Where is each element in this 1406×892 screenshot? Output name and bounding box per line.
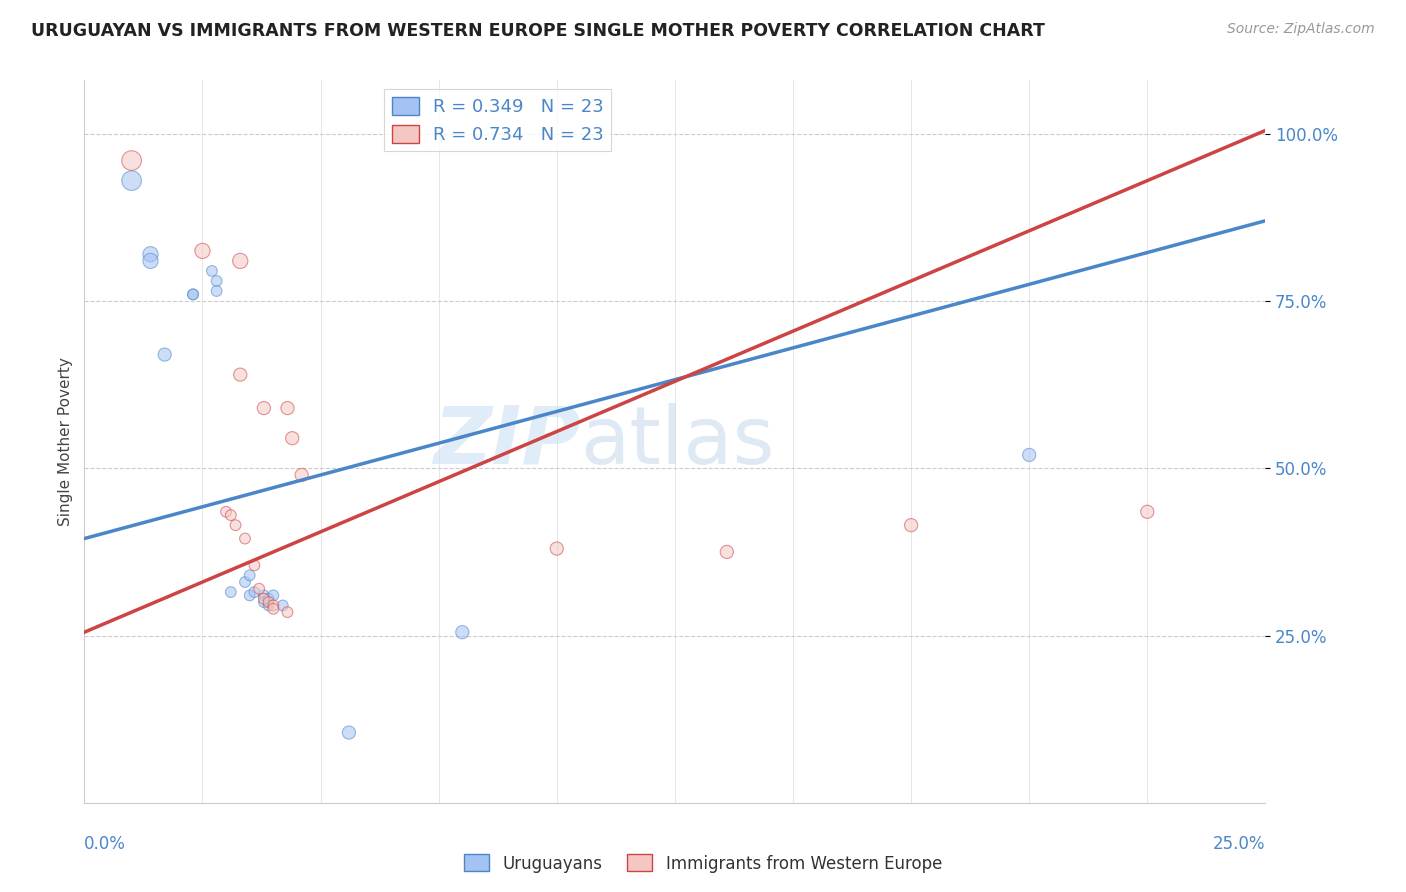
Point bbox=[243, 558, 266, 573]
Point bbox=[229, 254, 252, 268]
Point bbox=[257, 595, 280, 609]
Point bbox=[201, 264, 224, 278]
Point bbox=[219, 585, 242, 599]
Point bbox=[1136, 505, 1159, 519]
Point bbox=[276, 401, 298, 416]
Point bbox=[181, 287, 204, 301]
Text: URUGUAYAN VS IMMIGRANTS FROM WESTERN EUROPE SINGLE MOTHER POVERTY CORRELATION CH: URUGUAYAN VS IMMIGRANTS FROM WESTERN EUR… bbox=[31, 22, 1045, 40]
Point bbox=[257, 591, 280, 606]
Point bbox=[191, 244, 214, 258]
Point bbox=[281, 431, 304, 445]
Point bbox=[139, 247, 162, 261]
Point bbox=[233, 575, 256, 590]
Point bbox=[121, 173, 143, 188]
Text: atlas: atlas bbox=[581, 402, 775, 481]
Point bbox=[253, 589, 276, 603]
Point bbox=[276, 605, 298, 619]
Point bbox=[247, 582, 270, 596]
Legend: R = 0.349   N = 23, R = 0.734   N = 23: R = 0.349 N = 23, R = 0.734 N = 23 bbox=[384, 89, 612, 152]
Point bbox=[239, 589, 262, 603]
Point bbox=[271, 599, 294, 613]
Point bbox=[215, 505, 238, 519]
Point bbox=[337, 725, 360, 739]
Text: Source: ZipAtlas.com: Source: ZipAtlas.com bbox=[1227, 22, 1375, 37]
Point bbox=[1018, 448, 1040, 462]
Y-axis label: Single Mother Poverty: Single Mother Poverty bbox=[58, 357, 73, 526]
Point bbox=[243, 585, 266, 599]
Point bbox=[900, 518, 922, 533]
Point bbox=[451, 625, 474, 640]
Legend: Uruguayans, Immigrants from Western Europe: Uruguayans, Immigrants from Western Euro… bbox=[457, 847, 949, 880]
Text: 25.0%: 25.0% bbox=[1213, 835, 1265, 854]
Text: 0.0%: 0.0% bbox=[84, 835, 127, 854]
Text: ZIP: ZIP bbox=[433, 402, 581, 481]
Point bbox=[153, 348, 176, 362]
Point bbox=[121, 153, 143, 168]
Point bbox=[262, 599, 284, 613]
Point bbox=[253, 401, 276, 416]
Point bbox=[219, 508, 242, 523]
Point bbox=[253, 591, 276, 606]
Point bbox=[239, 568, 262, 582]
Point bbox=[262, 602, 284, 616]
Point bbox=[253, 595, 276, 609]
Point bbox=[546, 541, 568, 556]
Point bbox=[229, 368, 252, 382]
Point bbox=[262, 589, 284, 603]
Point bbox=[205, 274, 228, 288]
Point bbox=[139, 254, 162, 268]
Point bbox=[291, 467, 314, 482]
Point bbox=[225, 518, 247, 533]
Point bbox=[716, 545, 738, 559]
Point bbox=[205, 284, 228, 298]
Point bbox=[233, 532, 256, 546]
Point bbox=[257, 599, 280, 613]
Point bbox=[181, 287, 204, 301]
